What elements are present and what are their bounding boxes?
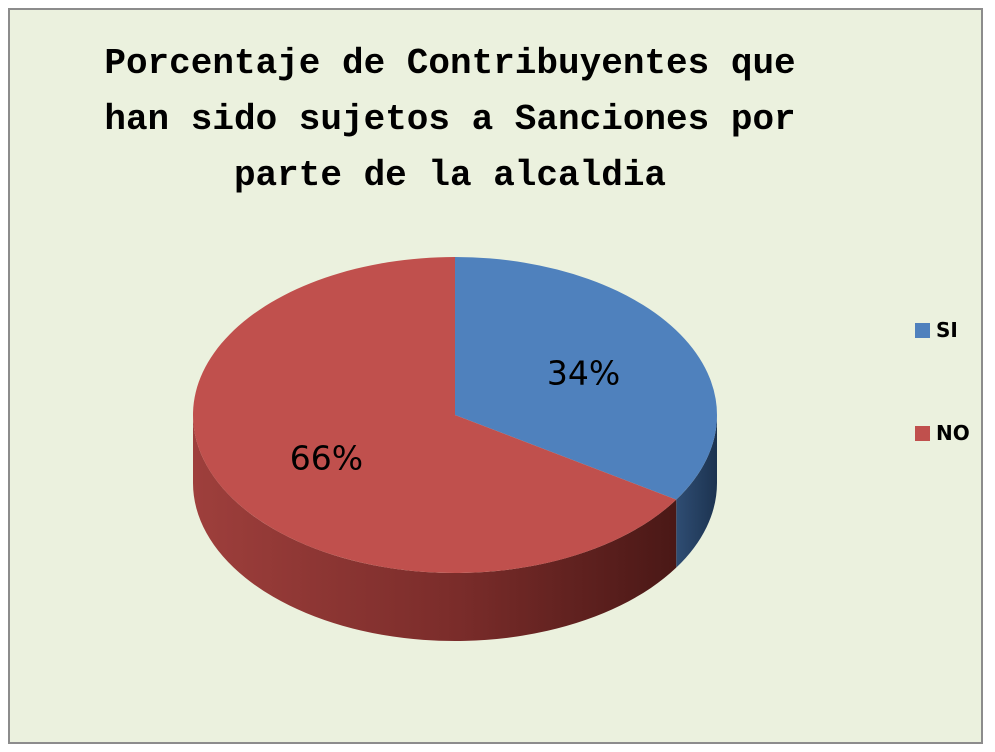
pie-chart: 34% 66% (10, 10, 985, 746)
legend-label-no: NO (936, 421, 970, 445)
data-label-si: 34% (547, 353, 620, 392)
legend: SI NO (915, 310, 970, 453)
legend-label-si: SI (936, 318, 958, 342)
legend-item-no: NO (915, 413, 970, 453)
chart-area: Porcentaje de Contribuyentes que han sid… (8, 8, 983, 744)
legend-item-si: SI (915, 310, 970, 350)
data-label-no: 66% (290, 439, 363, 478)
legend-swatch-si (915, 323, 930, 338)
legend-swatch-no (915, 426, 930, 441)
